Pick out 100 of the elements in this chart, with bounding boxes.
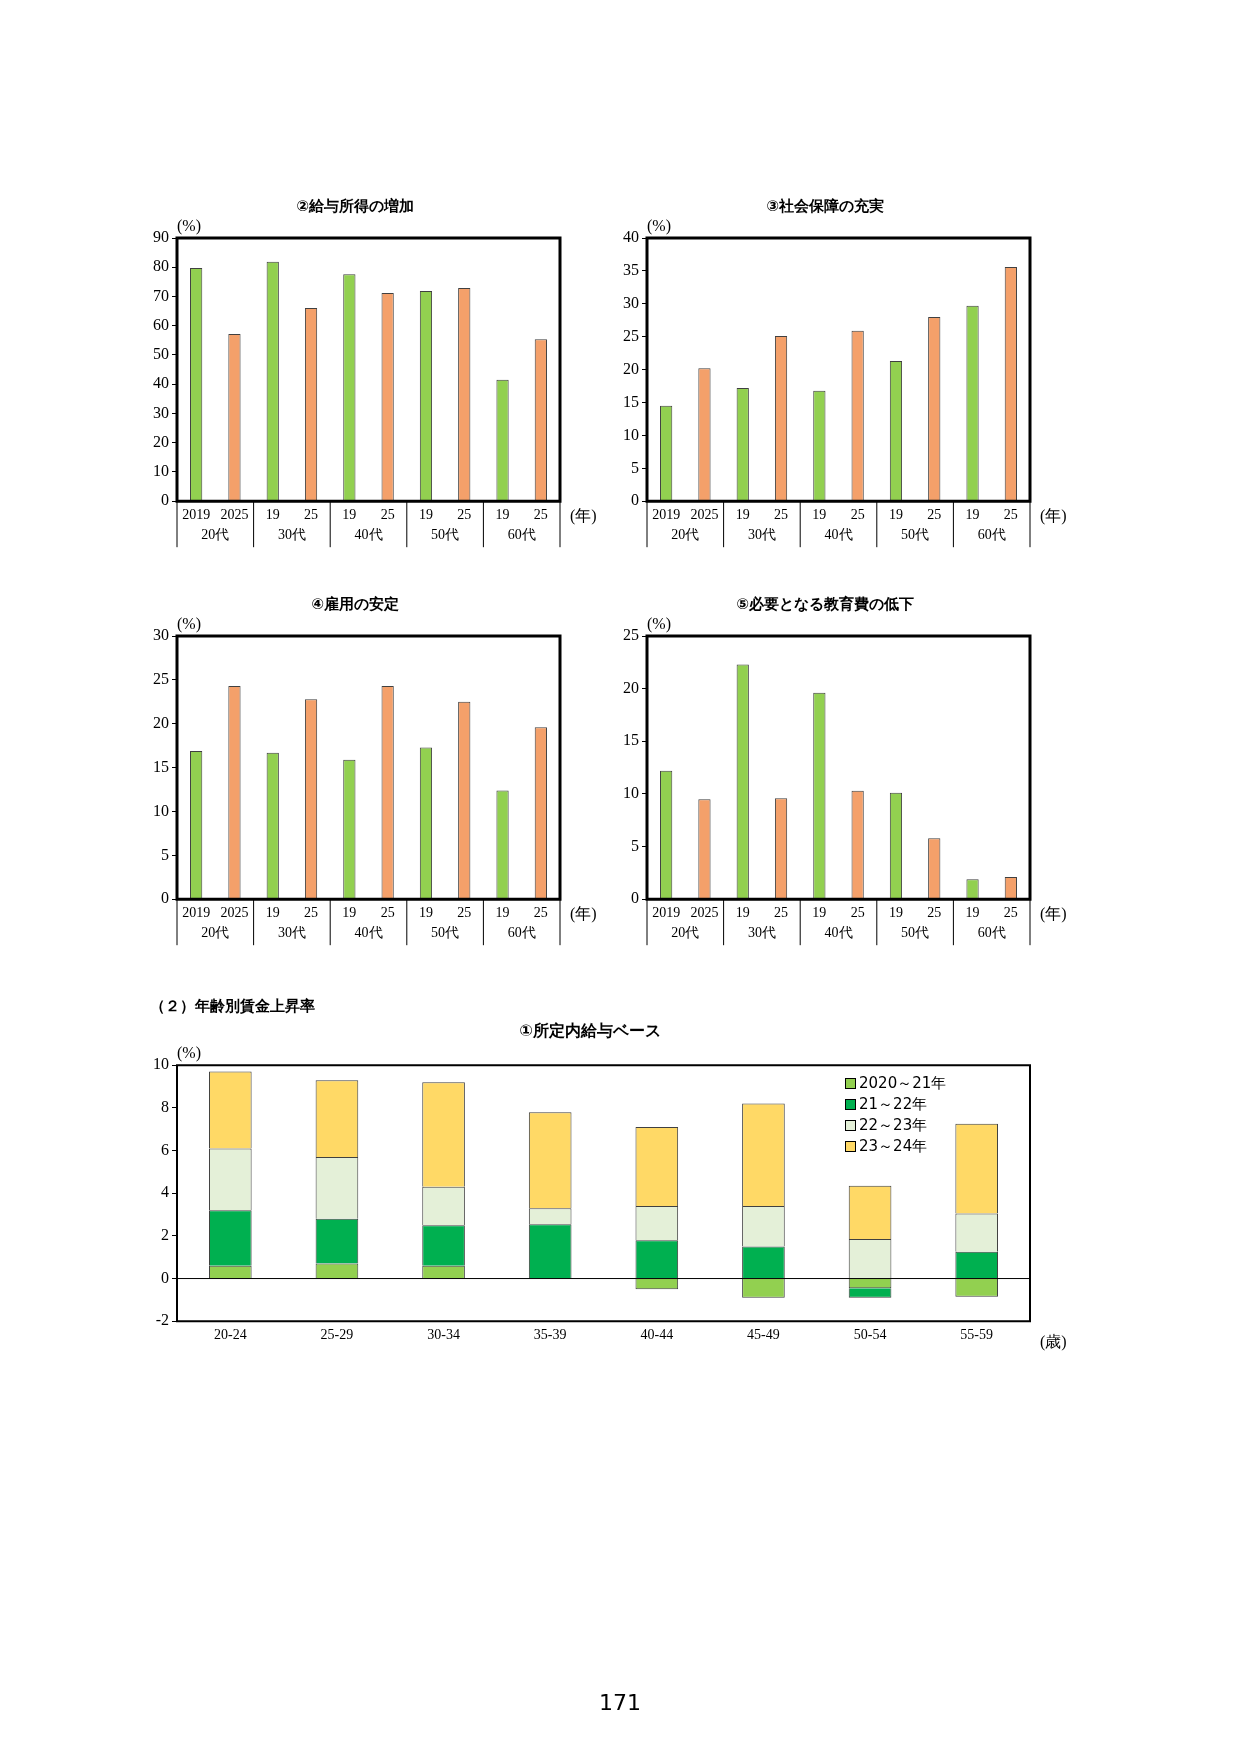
y-tick-label: 20: [623, 359, 639, 377]
y-tick-label: 30: [623, 294, 639, 311]
y-tick-label: 25: [623, 626, 639, 644]
y-tick-label: 0: [161, 491, 169, 509]
text: 40代: [824, 924, 853, 940]
x-tick-label: 25: [533, 507, 548, 523]
y-tick-label: 0: [161, 889, 169, 907]
y-tick-label: 10: [153, 1055, 169, 1073]
y-tick-label: 10: [623, 784, 639, 802]
x-tick-label: 25: [1003, 507, 1018, 523]
x-tick-label: 25: [850, 507, 865, 523]
x-tick-label: 25: [304, 905, 319, 921]
x-tick-label: 19: [342, 507, 357, 523]
x-tick-label: 25: [850, 905, 865, 921]
legend-label: 22～23年: [858, 1115, 929, 1137]
text: 60代: [507, 924, 536, 940]
y-tick-label: 10: [153, 801, 169, 819]
text: 20代: [671, 526, 700, 542]
x-tick-label: 25: [380, 507, 395, 523]
x-tick-label: 2019: [182, 507, 211, 523]
text: 30代: [747, 526, 776, 542]
y-tick-label: 20: [153, 713, 169, 731]
x-tick-label: 19: [265, 905, 280, 921]
y-tick-label: 5: [161, 845, 169, 863]
x-tick-label: 2025: [220, 905, 249, 921]
y-axis-title: (%): [177, 217, 201, 236]
x-tick-label: 2019: [652, 507, 681, 523]
y-tick-label: 10: [623, 425, 639, 443]
x-tick-label: 2019: [182, 905, 211, 921]
x-tick-label: 25: [927, 507, 942, 523]
chart-title: ④雇用の安定: [311, 594, 399, 613]
y-tick-label: 90: [153, 228, 169, 246]
text: 30代: [277, 924, 306, 940]
y-axis-title: (%): [647, 615, 671, 634]
text: 50代: [431, 526, 460, 542]
x-tick-label: 25: [774, 507, 789, 523]
x-tick-label: 19: [342, 905, 357, 921]
y-tick-label: 70: [153, 286, 169, 304]
x-tick-label: 19: [735, 507, 750, 523]
text: 60代: [977, 526, 1006, 542]
x-tick-label: 19: [888, 905, 903, 921]
y-tick-label: 15: [623, 731, 639, 749]
y-axis-title: (%): [177, 1044, 201, 1063]
chart-subtitle: ①所定内給与ベース: [519, 1020, 661, 1040]
y-tick-label: 15: [153, 757, 169, 775]
legend-label: 23～24年: [858, 1136, 929, 1158]
x-tick-label: 19: [418, 905, 433, 921]
x-tick-label: 25: [380, 905, 395, 921]
y-tick-label: 15: [623, 392, 639, 410]
x-tick-label: 25: [457, 507, 472, 523]
text: 50代: [901, 526, 930, 542]
text: 60代: [977, 924, 1006, 940]
x-tick-label: 25: [1003, 905, 1018, 921]
text: 20代: [201, 924, 230, 940]
text: 20代: [671, 924, 700, 940]
x-tick-label: 19: [965, 507, 980, 523]
x-axis-title: (年): [570, 905, 597, 924]
y-tick-label: 40: [623, 228, 639, 246]
y-tick-label: 6: [161, 1140, 169, 1158]
x-tick-label: 35-39: [533, 1327, 567, 1343]
y-tick-label: 60: [153, 315, 169, 333]
text: 30代: [747, 924, 776, 940]
chart-title: （２）年齢別賃金上昇率: [150, 996, 315, 1015]
x-tick-label: 19: [495, 507, 510, 523]
x-tick-label: 19: [735, 905, 750, 921]
y-tick-label: 80: [153, 257, 169, 275]
x-tick-label: 25: [774, 905, 789, 921]
x-axis-title: (歳): [1040, 1333, 1067, 1352]
x-tick-label: 19: [812, 905, 827, 921]
text: 30代: [277, 526, 306, 542]
x-tick-label: 2025: [220, 507, 249, 523]
y-tick-label: 4: [161, 1183, 169, 1201]
x-tick-label: 25: [927, 905, 942, 921]
y-tick-label: 40: [153, 374, 169, 392]
x-tick-label: 45-49: [747, 1327, 780, 1343]
x-tick-label: 40-44: [640, 1327, 674, 1343]
legend-label: 21～22年: [858, 1094, 929, 1116]
y-tick-label: 10: [153, 462, 169, 480]
x-axis-title: (年): [570, 507, 597, 526]
text: 60代: [507, 526, 536, 542]
text: 171: [599, 1690, 641, 1715]
x-tick-label: 19: [812, 507, 827, 523]
x-axis-title: (年): [1040, 507, 1067, 526]
x-tick-label: 2025: [690, 507, 719, 523]
x-tick-label: 25: [533, 905, 548, 921]
chart-title: ③社会保障の充実: [766, 196, 884, 215]
x-tick-label: 25: [304, 507, 319, 523]
x-tick-label: 2019: [652, 905, 681, 921]
x-axis-title: (年): [1040, 905, 1067, 924]
x-tick-label: 55-59: [960, 1327, 994, 1343]
x-tick-label: 19: [495, 905, 510, 921]
x-tick-label: 19: [965, 905, 980, 921]
x-tick-label: 20-24: [213, 1327, 247, 1343]
y-axis-title: (%): [177, 615, 201, 634]
y-tick-label: 0: [161, 1268, 169, 1286]
x-tick-label: 50-54: [853, 1327, 887, 1343]
x-tick-label: 19: [265, 507, 280, 523]
y-tick-label: 8: [161, 1098, 169, 1116]
y-tick-label: 20: [153, 432, 169, 450]
x-tick-label: 25-29: [320, 1327, 354, 1343]
